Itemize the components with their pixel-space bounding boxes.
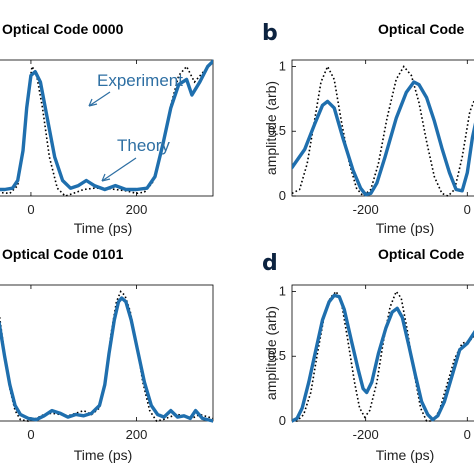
x-axis-label: Time (ps) bbox=[376, 220, 435, 236]
x-tick-label: 0 bbox=[464, 427, 471, 442]
annotations: Experiment Theory bbox=[88, 71, 183, 182]
x-axis-label: Time (ps) bbox=[376, 447, 435, 463]
panel-b: Optical Code b -200 0 0 0.5 1 Time (ps) amplitud… bbox=[262, 21, 474, 236]
panel-title: Optical Code bbox=[378, 246, 465, 262]
x-tick-label: -200 bbox=[353, 427, 379, 442]
experiment-arrow bbox=[88, 91, 111, 107]
y-tick-label: 1 bbox=[279, 283, 286, 298]
axes-frame bbox=[0, 59, 214, 197]
experiment-series-line bbox=[292, 80, 474, 197]
x-tick-label: 0 bbox=[27, 427, 34, 442]
experiment-annotation: Experiment bbox=[97, 71, 183, 90]
x-tick-label: 0 bbox=[27, 202, 34, 217]
panel-c: Optical Code 0101 0 200 Time (ps) bbox=[0, 246, 214, 463]
x-tick-label: -200 bbox=[353, 202, 379, 217]
theory-arrow bbox=[101, 157, 137, 182]
panel-title: Optical Code bbox=[378, 21, 465, 37]
experiment-arrowhead bbox=[88, 98, 98, 107]
y-tick-label: 1 bbox=[279, 58, 286, 73]
x-axis-label: Time (ps) bbox=[74, 220, 133, 236]
y-tick-label: 0 bbox=[279, 188, 286, 203]
experiment-series-line bbox=[0, 59, 213, 192]
y-tick-label: 0.5 bbox=[268, 348, 286, 363]
axes-frame bbox=[0, 284, 214, 422]
experiment-series-line bbox=[0, 296, 213, 423]
panel-letter: b bbox=[262, 21, 278, 46]
panel-title: Optical Code 0101 bbox=[2, 246, 124, 262]
theory-series-line bbox=[292, 289, 474, 422]
y-tick-label: 0.5 bbox=[268, 123, 286, 138]
theory-series-line bbox=[292, 64, 474, 198]
axes-frame bbox=[291, 59, 474, 197]
x-tick-label: 0 bbox=[464, 202, 471, 217]
y-axis-label: amplitude (arb) bbox=[263, 306, 279, 400]
panel-d: Optical Code d -200 0 0 0.5 1 Time (ps) amplitud… bbox=[262, 246, 474, 463]
y-tick-label: 0 bbox=[279, 413, 286, 428]
axes-frame bbox=[291, 284, 474, 422]
theory-annotation: Theory bbox=[117, 136, 170, 155]
x-tick-label: 200 bbox=[126, 202, 148, 217]
experiment-series-line bbox=[292, 293, 474, 423]
x-tick-label: 200 bbox=[126, 427, 148, 442]
theory-arrowhead bbox=[101, 173, 111, 182]
theory-series-line bbox=[0, 290, 213, 422]
panel-a: Optical Code 0000 0 200 Time (ps) bbox=[0, 21, 214, 236]
y-axis-label: amplitude (arb) bbox=[263, 81, 279, 175]
panel-letter: d bbox=[262, 251, 278, 276]
x-axis-label: Time (ps) bbox=[74, 447, 133, 463]
panel-title: Optical Code 0000 bbox=[2, 21, 124, 37]
